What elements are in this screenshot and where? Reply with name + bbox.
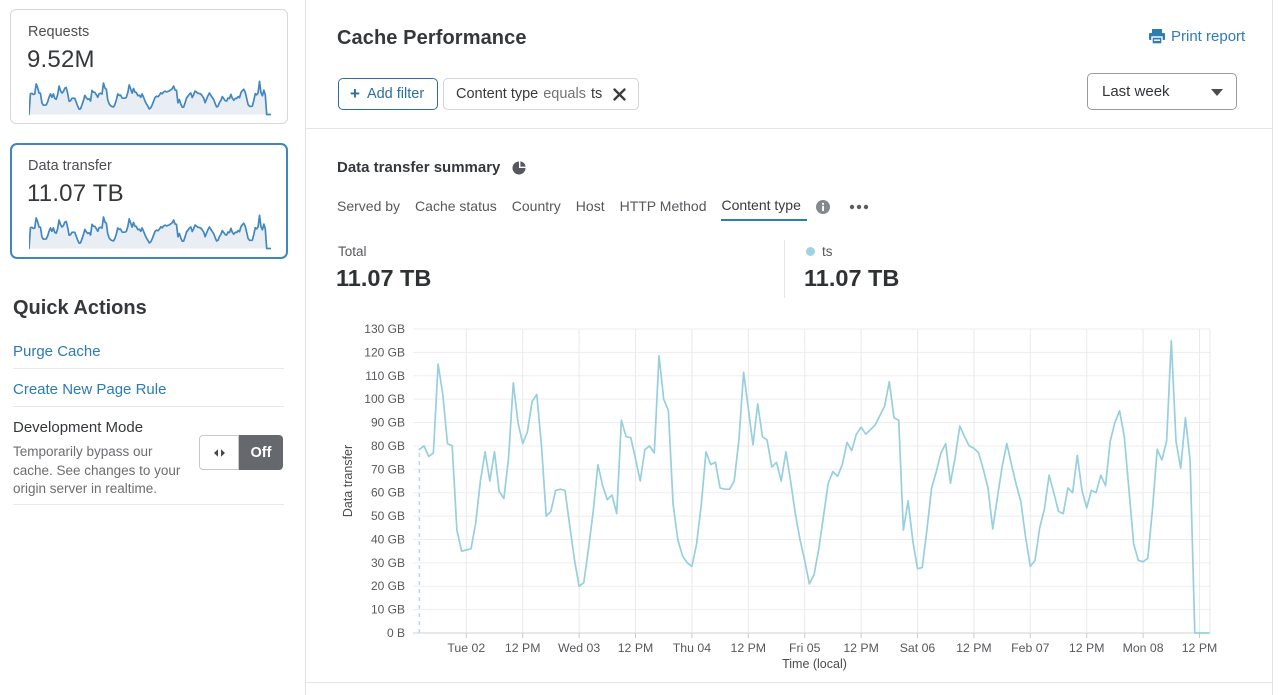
x-tick-label: Tue 02 — [447, 641, 485, 655]
y-tick-label: 0 B — [387, 626, 405, 640]
y-tick-label: 20 GB — [371, 579, 405, 593]
purge-cache-link[interactable]: Purge Cache — [13, 343, 101, 360]
y-tick-label: 60 GB — [371, 486, 405, 500]
printer-icon — [1149, 29, 1165, 44]
page-title: Cache Performance — [337, 27, 527, 49]
filter-chip-operator: equals — [543, 86, 586, 102]
requests-sparkline-chart — [29, 80, 271, 116]
line-chart-canvas: 0 B 10 GB 20 GB 30 GB 40 GB 50 GB 60 GB 70 GB 80… — [341, 322, 1218, 671]
plus-icon: + — [350, 84, 360, 103]
x-tick-label: Thu 04 — [673, 641, 711, 655]
content-right-border — [1272, 0, 1273, 695]
data-transfer-chart: 0 B 10 GB 20 GB 30 GB 40 GB 50 GB 60 GB 70 GB 80… — [306, 300, 1272, 680]
metric-card-data-transfer[interactable]: Data transfer 11.07 TB — [10, 143, 288, 259]
print-report-link[interactable]: Print report — [1149, 28, 1245, 45]
x-tick-label: Wed 03 — [558, 641, 600, 655]
total-value: 11.07 TB — [336, 265, 432, 291]
metric-value: 9.52M — [27, 46, 95, 73]
y-tick-label: 90 GB — [371, 416, 405, 430]
y-tick-label: 80 GB — [371, 439, 405, 453]
series-line-ts — [418, 339, 1210, 634]
add-filter-button[interactable]: + Add filter — [338, 78, 439, 110]
legend-row: ts — [806, 244, 833, 259]
legend-series-value: 11.07 TB — [804, 265, 900, 291]
filter-chip-value: ts — [590, 86, 603, 102]
divider — [13, 368, 284, 369]
x-tick-label: Fri 05 — [789, 641, 821, 655]
x-tick-label: Mon 08 — [1123, 641, 1164, 655]
x-tick-label: Sat 06 — [900, 641, 936, 655]
tab-cache-status[interactable]: Cache status — [415, 198, 497, 214]
create-page-rule-link[interactable]: Create New Page Rule — [13, 381, 167, 398]
left-right-arrows-icon — [213, 448, 225, 457]
development-mode-toggle[interactable]: Off — [199, 435, 283, 470]
sparkline-line — [29, 214, 271, 250]
x-tick-label: 12 PM — [731, 641, 767, 655]
y-tick-label: 10 GB — [371, 603, 405, 617]
tab-host[interactable]: Host — [575, 198, 605, 214]
y-tick-label: 30 GB — [371, 556, 405, 570]
data-transfer-sparkline-chart — [29, 214, 271, 250]
filter-chip-field: Content type — [456, 86, 539, 102]
sidebar: Requests 9.52M Data transfer 11.07 TB Qu… — [0, 0, 305, 695]
x-tick-label: 12 PM — [1069, 641, 1105, 655]
summary-title: Data transfer summary — [337, 159, 501, 176]
info-icon[interactable] — [815, 200, 830, 214]
metric-label: Data transfer — [28, 158, 112, 174]
x-axis-title: Time (local) — [782, 657, 847, 671]
y-tick-label: 120 GB — [364, 345, 405, 359]
totals-divider — [784, 240, 785, 298]
tab-served-by[interactable]: Served by — [337, 198, 401, 214]
development-mode-label: Development Mode — [13, 419, 144, 436]
sparkline-line — [29, 80, 271, 116]
metric-value: 11.07 TB — [27, 180, 124, 207]
more-options-icon[interactable] — [849, 204, 869, 210]
development-mode-description: Temporarily bypass our cache. See change… — [13, 444, 181, 496]
y-tick-label: 130 GB — [364, 322, 405, 336]
tab-country[interactable]: Country — [511, 198, 561, 214]
tab-content-type[interactable]: Content type — [721, 197, 807, 221]
x-tick-label: 12 PM — [505, 641, 541, 655]
toggle-off-label[interactable]: Off — [239, 435, 283, 470]
y-tick-label: 110 GB — [365, 369, 405, 383]
tab-http-method[interactable]: HTTP Method — [619, 198, 707, 214]
sidebar-main-divider — [305, 0, 306, 695]
filter-chip[interactable]: Content type equals ts — [443, 78, 640, 110]
legend-series-name: ts — [822, 244, 833, 259]
print-report-label: Print report — [1171, 28, 1246, 45]
add-filter-label: Add filter — [366, 86, 425, 102]
section-bottom-divider — [306, 682, 1272, 683]
date-range-selected-value: Last week — [1102, 83, 1170, 100]
summary-tabs: Served by Cache status Country Host HTTP… — [337, 197, 869, 221]
y-tick-label: 40 GB — [371, 532, 405, 546]
quick-actions-title: Quick Actions — [13, 297, 147, 319]
y-tick-label: 100 GB — [364, 392, 405, 406]
sparkline-area — [29, 81, 271, 115]
header-divider — [306, 128, 1272, 129]
toggle-handle[interactable] — [199, 435, 239, 470]
metric-label: Requests — [28, 24, 90, 40]
sparkline-area — [29, 215, 271, 249]
legend-dot-ts — [806, 247, 815, 256]
divider — [13, 504, 284, 505]
date-range-select[interactable]: Last week — [1087, 73, 1237, 110]
total-label: Total — [338, 244, 367, 259]
filter-chip-remove-button[interactable] — [613, 87, 626, 101]
y-axis-title: Data transfer — [341, 445, 355, 517]
y-tick-label: 70 GB — [371, 462, 405, 476]
x-tick-label: 12 PM — [843, 641, 879, 655]
x-tick-label: 12 PM — [956, 641, 992, 655]
y-tick-label: 50 GB — [371, 509, 405, 523]
pie-chart-icon — [512, 161, 526, 175]
close-icon — [613, 87, 626, 101]
metric-card-requests[interactable]: Requests 9.52M — [10, 9, 288, 124]
chevron-down-icon — [1211, 89, 1223, 96]
x-tick-label: 12 PM — [1182, 641, 1218, 655]
divider — [13, 406, 284, 407]
x-tick-label: 12 PM — [618, 641, 654, 655]
x-tick-label: Feb 07 — [1011, 641, 1049, 655]
